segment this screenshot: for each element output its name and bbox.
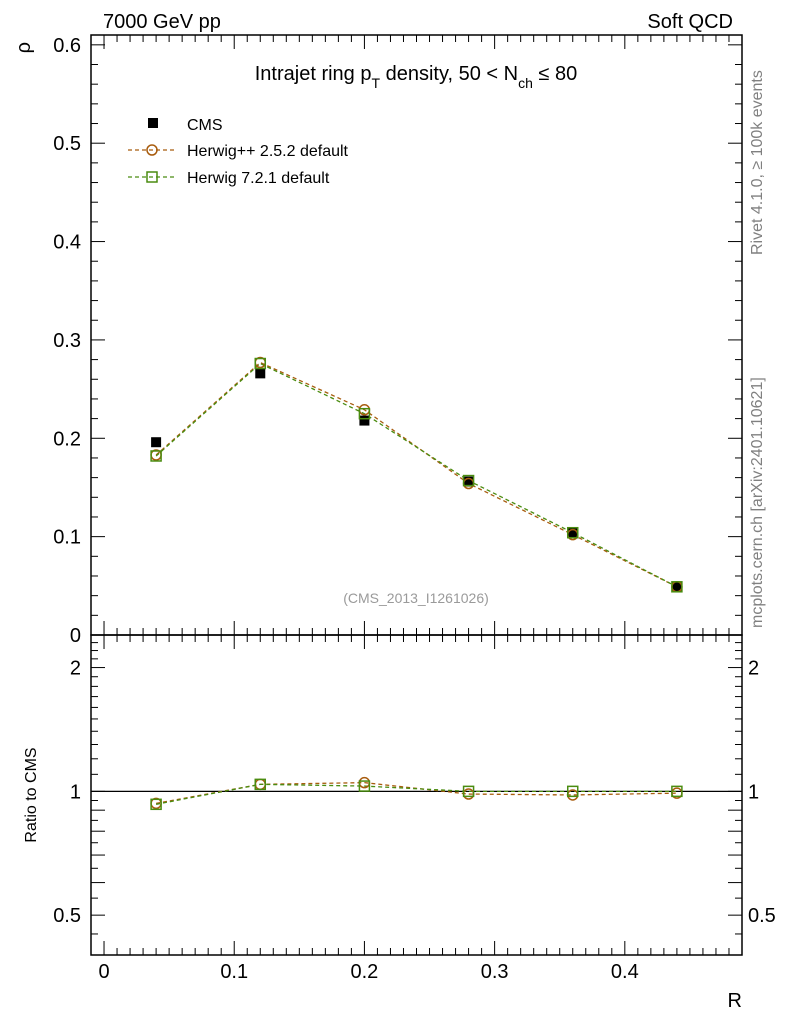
main-y-axis-label: ρ (13, 42, 35, 53)
ratio-series-line (155, 781, 677, 804)
cms-data-point (151, 437, 162, 448)
ratio-series-group (91, 776, 742, 811)
plot-title: Intrajet ring pT density, 50 < Nch ≤ 80 (255, 63, 577, 91)
title-part-a: Intrajet ring p (255, 63, 372, 85)
title-part-c: ≤ 80 (533, 63, 577, 85)
header-right: Soft QCD (647, 11, 733, 33)
x-tick-label: 0.1 (220, 961, 248, 983)
main-series-line (155, 361, 678, 588)
ratio-y-tick-label-left: 0.5 (53, 905, 81, 927)
legend-label-herwigpp: Herwig++ 2.5.2 default (187, 143, 349, 160)
main-y-tick-label: 0.2 (53, 428, 81, 450)
ratio-panel-frame (90, 634, 743, 956)
ratio-herwig7-point (566, 785, 579, 798)
main-series-line (155, 362, 678, 588)
cms-data-point (567, 527, 578, 538)
legend-marker-herwig7 (146, 171, 158, 183)
herwig7-point (462, 474, 475, 487)
x-tick-label: 0.3 (481, 961, 509, 983)
legend-label-herwig7: Herwig 7.2.1 default (187, 170, 330, 187)
ratio-y-tick-label-right: 0.5 (748, 905, 776, 927)
herwig7-point (566, 526, 579, 539)
cms-data-point (255, 368, 266, 379)
ratio-y-axis-label: Ratio to CMS (23, 747, 40, 842)
x-axis-label: R (728, 990, 742, 1012)
main-series-group (150, 356, 683, 593)
x-tick-label: 0 (98, 961, 109, 983)
legend-marker-cms (148, 118, 158, 128)
ratio-herwig7-point (254, 778, 267, 791)
analysis-watermark: (CMS_2013_I1261026) (343, 590, 489, 606)
ratio-series-line (155, 783, 677, 805)
main-y-tick-label: 0 (70, 625, 81, 647)
herwig7-point (671, 581, 683, 593)
ratio-herwig7-point (462, 785, 475, 798)
legend: CMS Herwig++ 2.5.2 default Herwig 7.2.1 … (128, 117, 349, 187)
ratio-herwig7-point (671, 785, 683, 798)
ratio-axis-ticks: 0.5 0.5 1 1 2 2 0 0.1 0.2 0.3 0.4 (53, 635, 776, 983)
ratio-y-tick-label-right: 2 (748, 658, 759, 680)
ratio-y-tick-label-left: 1 (70, 781, 81, 803)
herwig7-point (358, 407, 371, 420)
legend-label-cms: CMS (187, 117, 223, 134)
ratio-y-tick-label-left: 2 (70, 658, 81, 680)
legend-marker-herwigpp (146, 144, 158, 156)
mcplots-label: mcplots.cern.ch [arXiv:2401.10621] (749, 377, 766, 628)
cms-data-point (359, 415, 370, 426)
ratio-y-tick-label-right: 1 (748, 781, 759, 803)
main-y-tick-label: 0.6 (53, 35, 81, 57)
ratio-herwig7-point (358, 780, 371, 792)
title-sub-t: T (371, 75, 380, 91)
main-y-tick-label: 0.5 (53, 133, 81, 155)
herwig7-point (254, 357, 267, 370)
ratio-herwig7-point (150, 798, 162, 811)
main-y-tick-label: 0.4 (53, 232, 81, 254)
x-tick-label: 0.2 (351, 961, 379, 983)
header-left: 7000 GeV pp (103, 11, 221, 33)
cms-data-point (463, 476, 474, 487)
title-part-b: density, 50 < N (380, 63, 518, 85)
main-y-tick-label: 0.1 (53, 527, 81, 549)
main-y-tick-label: 0.3 (53, 330, 81, 352)
cms-data-point (671, 581, 682, 592)
title-sub-ch: ch (518, 75, 533, 91)
herwig7-point (150, 450, 162, 462)
x-tick-label: 0.4 (611, 961, 639, 983)
rivet-version-label: Rivet 4.1.0, ≥ 100k events (749, 70, 766, 255)
main-axis-ticks: 0 0.1 0.2 0.3 0.4 0.5 0.6 (53, 35, 742, 647)
